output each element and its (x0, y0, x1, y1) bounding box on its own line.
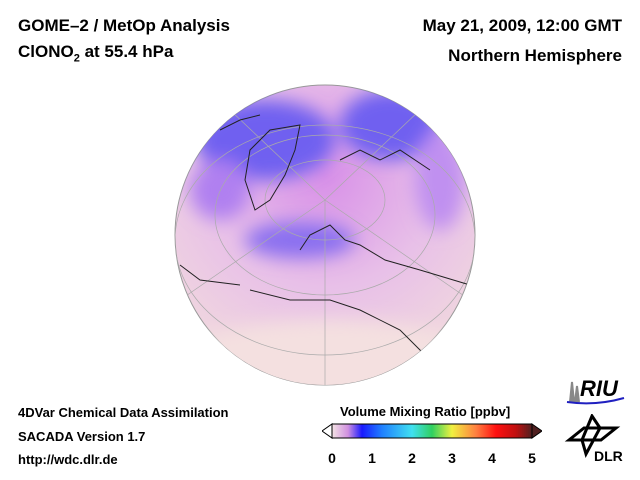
colorbar-tick: 0 (328, 450, 336, 466)
colorbar-max-arrow (531, 423, 542, 439)
colorbar-tick: 5 (528, 450, 536, 466)
colorbar-tick: 4 (488, 450, 496, 466)
graticule (175, 109, 475, 385)
colorbar-tick: 3 (448, 450, 456, 466)
date-label: May 21, 2009, 12:00 GMT (422, 16, 622, 35)
species-label: ClONO2 at 55.4 hPa (18, 42, 174, 65)
footer-url[interactable]: http://wdc.dlr.de (18, 452, 118, 467)
dlr-logo: DLR (564, 414, 624, 468)
colorbar-tick: 1 (368, 450, 376, 466)
footer-line1: 4DVar Chemical Data Assimilation (18, 405, 229, 420)
coastlines (179, 114, 471, 361)
footer-line2: SACADA Version 1.7 (18, 429, 146, 444)
colorbar-title: Volume Mixing Ratio [ppbv] (340, 404, 511, 419)
region-label: Northern Hemisphere (448, 46, 622, 65)
map-title: GOME–2 / MetOp Analysis (18, 16, 230, 35)
colorbar-tick: 2 (408, 450, 416, 466)
colorbar (322, 423, 542, 439)
colorbar-gradient (331, 423, 533, 439)
colorbar-min-arrow (322, 423, 333, 439)
riu-logo: RIU (566, 376, 626, 406)
